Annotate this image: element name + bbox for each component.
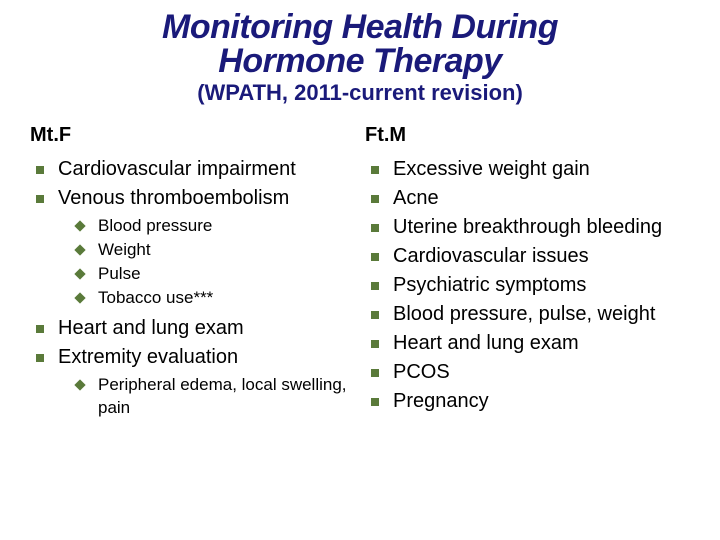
slide-title: Monitoring Health During Hormone Therapy: [30, 10, 690, 78]
square-bullet-icon: [36, 354, 44, 362]
sub-list-item: Blood pressure: [76, 215, 355, 238]
right-column: Ft.M Excessive weight gain Acne Uterine br…: [365, 124, 690, 426]
square-bullet-icon: [36, 325, 44, 333]
list-item-text: Blood pressure, pulse, weight: [393, 302, 690, 327]
square-bullet-icon: [371, 166, 379, 174]
right-header: Ft.M: [365, 124, 690, 147]
list-item: Venous thromboembolism: [30, 186, 355, 211]
diamond-bullet-icon: [74, 220, 85, 231]
sub-list-item-text: Blood pressure: [98, 215, 355, 238]
diamond-bullet-icon: [74, 268, 85, 279]
square-bullet-icon: [36, 195, 44, 203]
sub-list-item-text: Weight: [98, 239, 355, 262]
title-line1: Monitoring Health During: [162, 8, 558, 46]
list-item-text: Extremity evaluation: [58, 345, 355, 370]
left-header: Mt.F: [30, 124, 355, 147]
columns: Mt.F Cardiovascular impairment Venous thr…: [30, 124, 690, 426]
left-list: Cardiovascular impairment Venous thromboe…: [30, 157, 355, 420]
square-bullet-icon: [371, 224, 379, 232]
sub-list: Blood pressureWeightPulseTobacco use***: [30, 215, 355, 310]
list-item-text: Heart and lung exam: [58, 316, 355, 341]
square-bullet-icon: [371, 195, 379, 203]
list-item-text: PCOS: [393, 360, 690, 385]
right-list: Excessive weight gain Acne Uterine breakth…: [365, 157, 690, 414]
title-line2: Hormone Therapy: [218, 42, 501, 80]
list-item: Extremity evaluation: [30, 345, 355, 370]
sub-list-item-text: Pulse: [98, 263, 355, 286]
left-column: Mt.F Cardiovascular impairment Venous thr…: [30, 124, 355, 426]
square-bullet-icon: [36, 166, 44, 174]
square-bullet-icon: [371, 398, 379, 406]
square-bullet-icon: [371, 340, 379, 348]
list-item-text: Cardiovascular impairment: [58, 157, 355, 182]
list-item: Blood pressure, pulse, weight: [365, 302, 690, 327]
list-item-text: Excessive weight gain: [393, 157, 690, 182]
list-item: PCOS: [365, 360, 690, 385]
list-item-text: Venous thromboembolism: [58, 186, 355, 211]
sub-list-item-text: Tobacco use***: [98, 287, 355, 310]
diamond-bullet-icon: [74, 292, 85, 303]
diamond-bullet-icon: [74, 244, 85, 255]
list-item: Heart and lung exam: [365, 331, 690, 356]
diamond-bullet-icon: [74, 379, 85, 390]
list-item: Psychiatric symptoms: [365, 273, 690, 298]
sub-list-item: Peripheral edema, local swelling, pain: [76, 374, 355, 420]
list-item-text: Uterine breakthrough bleeding: [393, 215, 690, 240]
list-item-text: Heart and lung exam: [393, 331, 690, 356]
list-item-text: Pregnancy: [393, 389, 690, 414]
square-bullet-icon: [371, 369, 379, 377]
list-item: Excessive weight gain: [365, 157, 690, 182]
list-item: Cardiovascular impairment: [30, 157, 355, 182]
list-item-text: Cardiovascular issues: [393, 244, 690, 269]
list-item: Cardiovascular issues: [365, 244, 690, 269]
square-bullet-icon: [371, 253, 379, 261]
slide: Monitoring Health During Hormone Therapy…: [0, 0, 720, 446]
sub-list: Peripheral edema, local swelling, pain: [30, 374, 355, 420]
sub-list-item: Weight: [76, 239, 355, 262]
list-item: Uterine breakthrough bleeding: [365, 215, 690, 240]
square-bullet-icon: [371, 282, 379, 290]
sub-list-item-text: Peripheral edema, local swelling, pain: [98, 374, 355, 420]
sub-list-item: Tobacco use***: [76, 287, 355, 310]
list-item: Heart and lung exam: [30, 316, 355, 341]
list-item-text: Psychiatric symptoms: [393, 273, 690, 298]
sub-list-item: Pulse: [76, 263, 355, 286]
list-item-text: Acne: [393, 186, 690, 211]
slide-subtitle: (WPATH, 2011-current revision): [30, 80, 690, 106]
list-item: Acne: [365, 186, 690, 211]
square-bullet-icon: [371, 311, 379, 319]
list-item: Pregnancy: [365, 389, 690, 414]
